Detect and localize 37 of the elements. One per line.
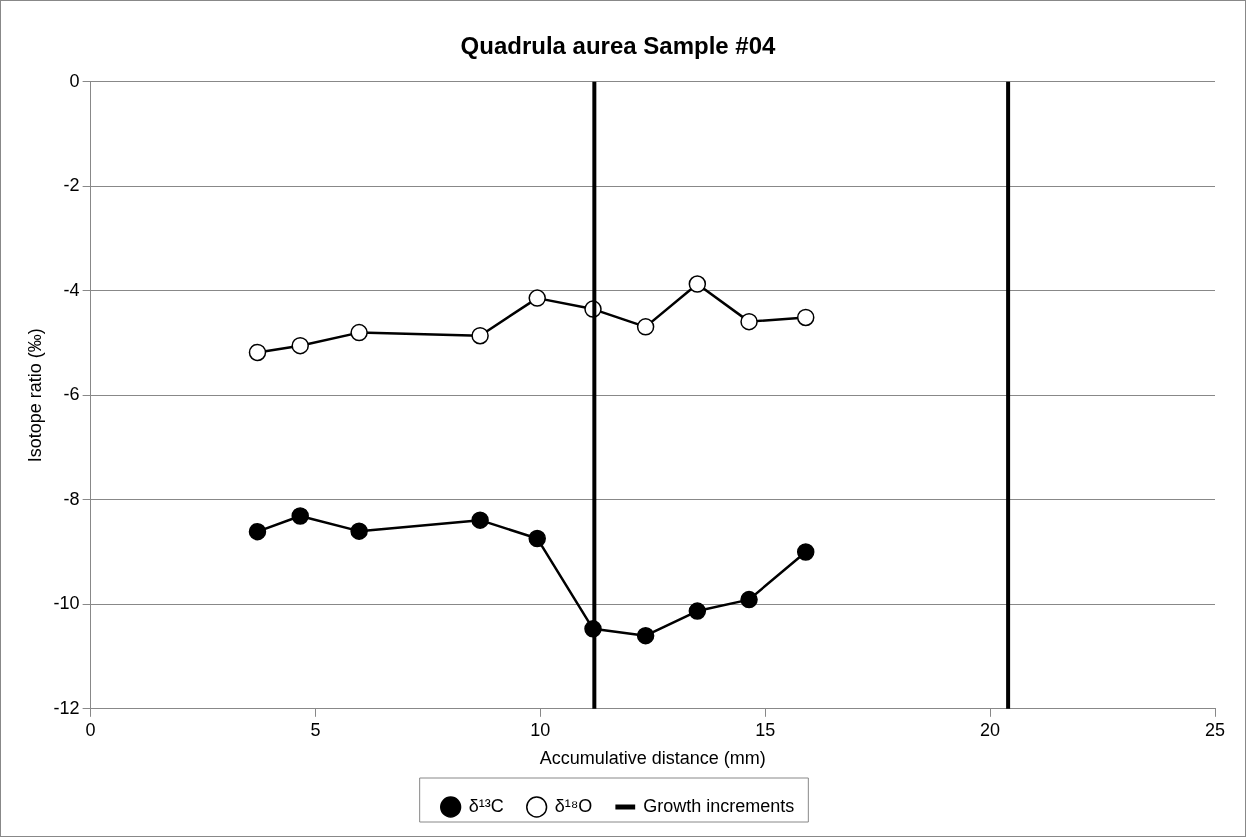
- point: [350, 522, 368, 540]
- point: [740, 312, 758, 331]
- y-tick-label: -6: [63, 384, 80, 405]
- point: [528, 289, 546, 307]
- y-tick-label: -2: [63, 175, 80, 196]
- y-tick-label: -10: [53, 593, 80, 614]
- point: [528, 529, 546, 548]
- x-tick-label: 0: [85, 719, 96, 740]
- point: [636, 318, 655, 336]
- point: [740, 590, 758, 609]
- point: [471, 511, 489, 529]
- y-tick-label: -8: [63, 488, 80, 509]
- point: [291, 336, 309, 355]
- x-tick-label: 5: [310, 719, 321, 740]
- point: [471, 326, 489, 345]
- point: [688, 275, 707, 293]
- legend-label: δ¹³C: [468, 795, 504, 816]
- point: [796, 308, 815, 327]
- chart-title: Quadrula aurea Sample #04: [460, 32, 777, 60]
- x-tick-label: 15: [755, 719, 776, 740]
- point: [350, 323, 368, 342]
- point: [248, 522, 267, 541]
- point: [291, 507, 309, 525]
- point: [248, 343, 267, 362]
- x-tick-label: 20: [980, 719, 1001, 740]
- x-tick-label: 10: [530, 719, 551, 740]
- legend-label: Growth increments: [643, 795, 795, 816]
- point: [636, 626, 655, 645]
- y-tick-label: -12: [53, 697, 80, 718]
- y-axis-title: Isotope ratio (‰): [24, 328, 45, 463]
- x-axis-title: Accumulative distance (mm): [539, 748, 766, 769]
- y-tick-label: -4: [63, 279, 80, 300]
- y-tick-label: 0: [69, 70, 80, 91]
- point: [688, 602, 707, 620]
- point: [796, 543, 815, 561]
- legend-label: δ¹⁸O: [554, 795, 593, 816]
- x-tick-label: 25: [1204, 719, 1226, 740]
